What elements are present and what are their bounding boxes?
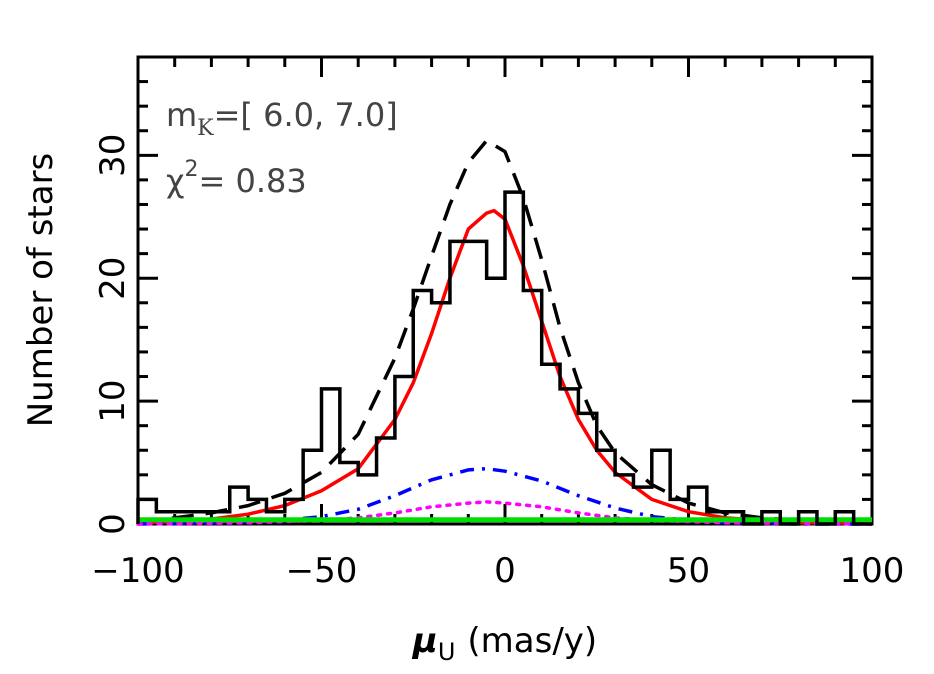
chi-superscript: 2 xyxy=(184,157,198,182)
chi-value: = 0.83 xyxy=(198,162,306,200)
histogram-bar xyxy=(578,413,596,524)
histogram-bar xyxy=(413,291,431,525)
x-tick-label: −50 xyxy=(286,551,358,591)
tick-labels: −100 −50 0 50 100 0 10 20 30 xyxy=(91,134,904,591)
x-tick-label: 100 xyxy=(840,551,905,591)
histogram-bar xyxy=(487,278,505,524)
x-tick-label: 0 xyxy=(494,551,516,591)
y-tick-label: 10 xyxy=(93,379,133,422)
histogram-bar xyxy=(303,450,321,524)
y-tick-label: 30 xyxy=(93,134,133,177)
y-tick-label: 0 xyxy=(93,513,133,535)
x-tick-label: 50 xyxy=(667,551,710,591)
chi-symbol: χ xyxy=(166,162,184,200)
x-axis-symbol: μ xyxy=(412,621,438,661)
histogram-bar xyxy=(377,438,395,524)
chi-squared-annotation: χ2= 0.83 xyxy=(166,157,307,200)
mag-symbol: m xyxy=(166,96,197,134)
y-tick-label: 20 xyxy=(93,257,133,300)
histogram-bar xyxy=(542,364,560,524)
histogram-group xyxy=(136,190,872,526)
histogram-outline xyxy=(136,190,872,526)
histogram-bar xyxy=(432,303,450,524)
magnitude-range-annotation: mK=[ 6.0, 7.0] xyxy=(166,96,398,141)
mag-subscript: K xyxy=(197,116,214,141)
histogram-bar xyxy=(523,291,541,525)
x-axis-units: (mas/y) xyxy=(467,621,597,661)
x-axis-title: μU (mas/y) xyxy=(412,621,597,666)
histogram-bar xyxy=(450,241,468,524)
x-tick-label: −100 xyxy=(91,551,184,591)
y-axis-title: Number of stars xyxy=(21,153,61,428)
histogram-bar xyxy=(468,241,486,524)
mag-range-value: =[ 6.0, 7.0] xyxy=(214,96,398,134)
series-curve-0 xyxy=(137,138,873,525)
x-axis-subscript: U xyxy=(438,638,456,666)
